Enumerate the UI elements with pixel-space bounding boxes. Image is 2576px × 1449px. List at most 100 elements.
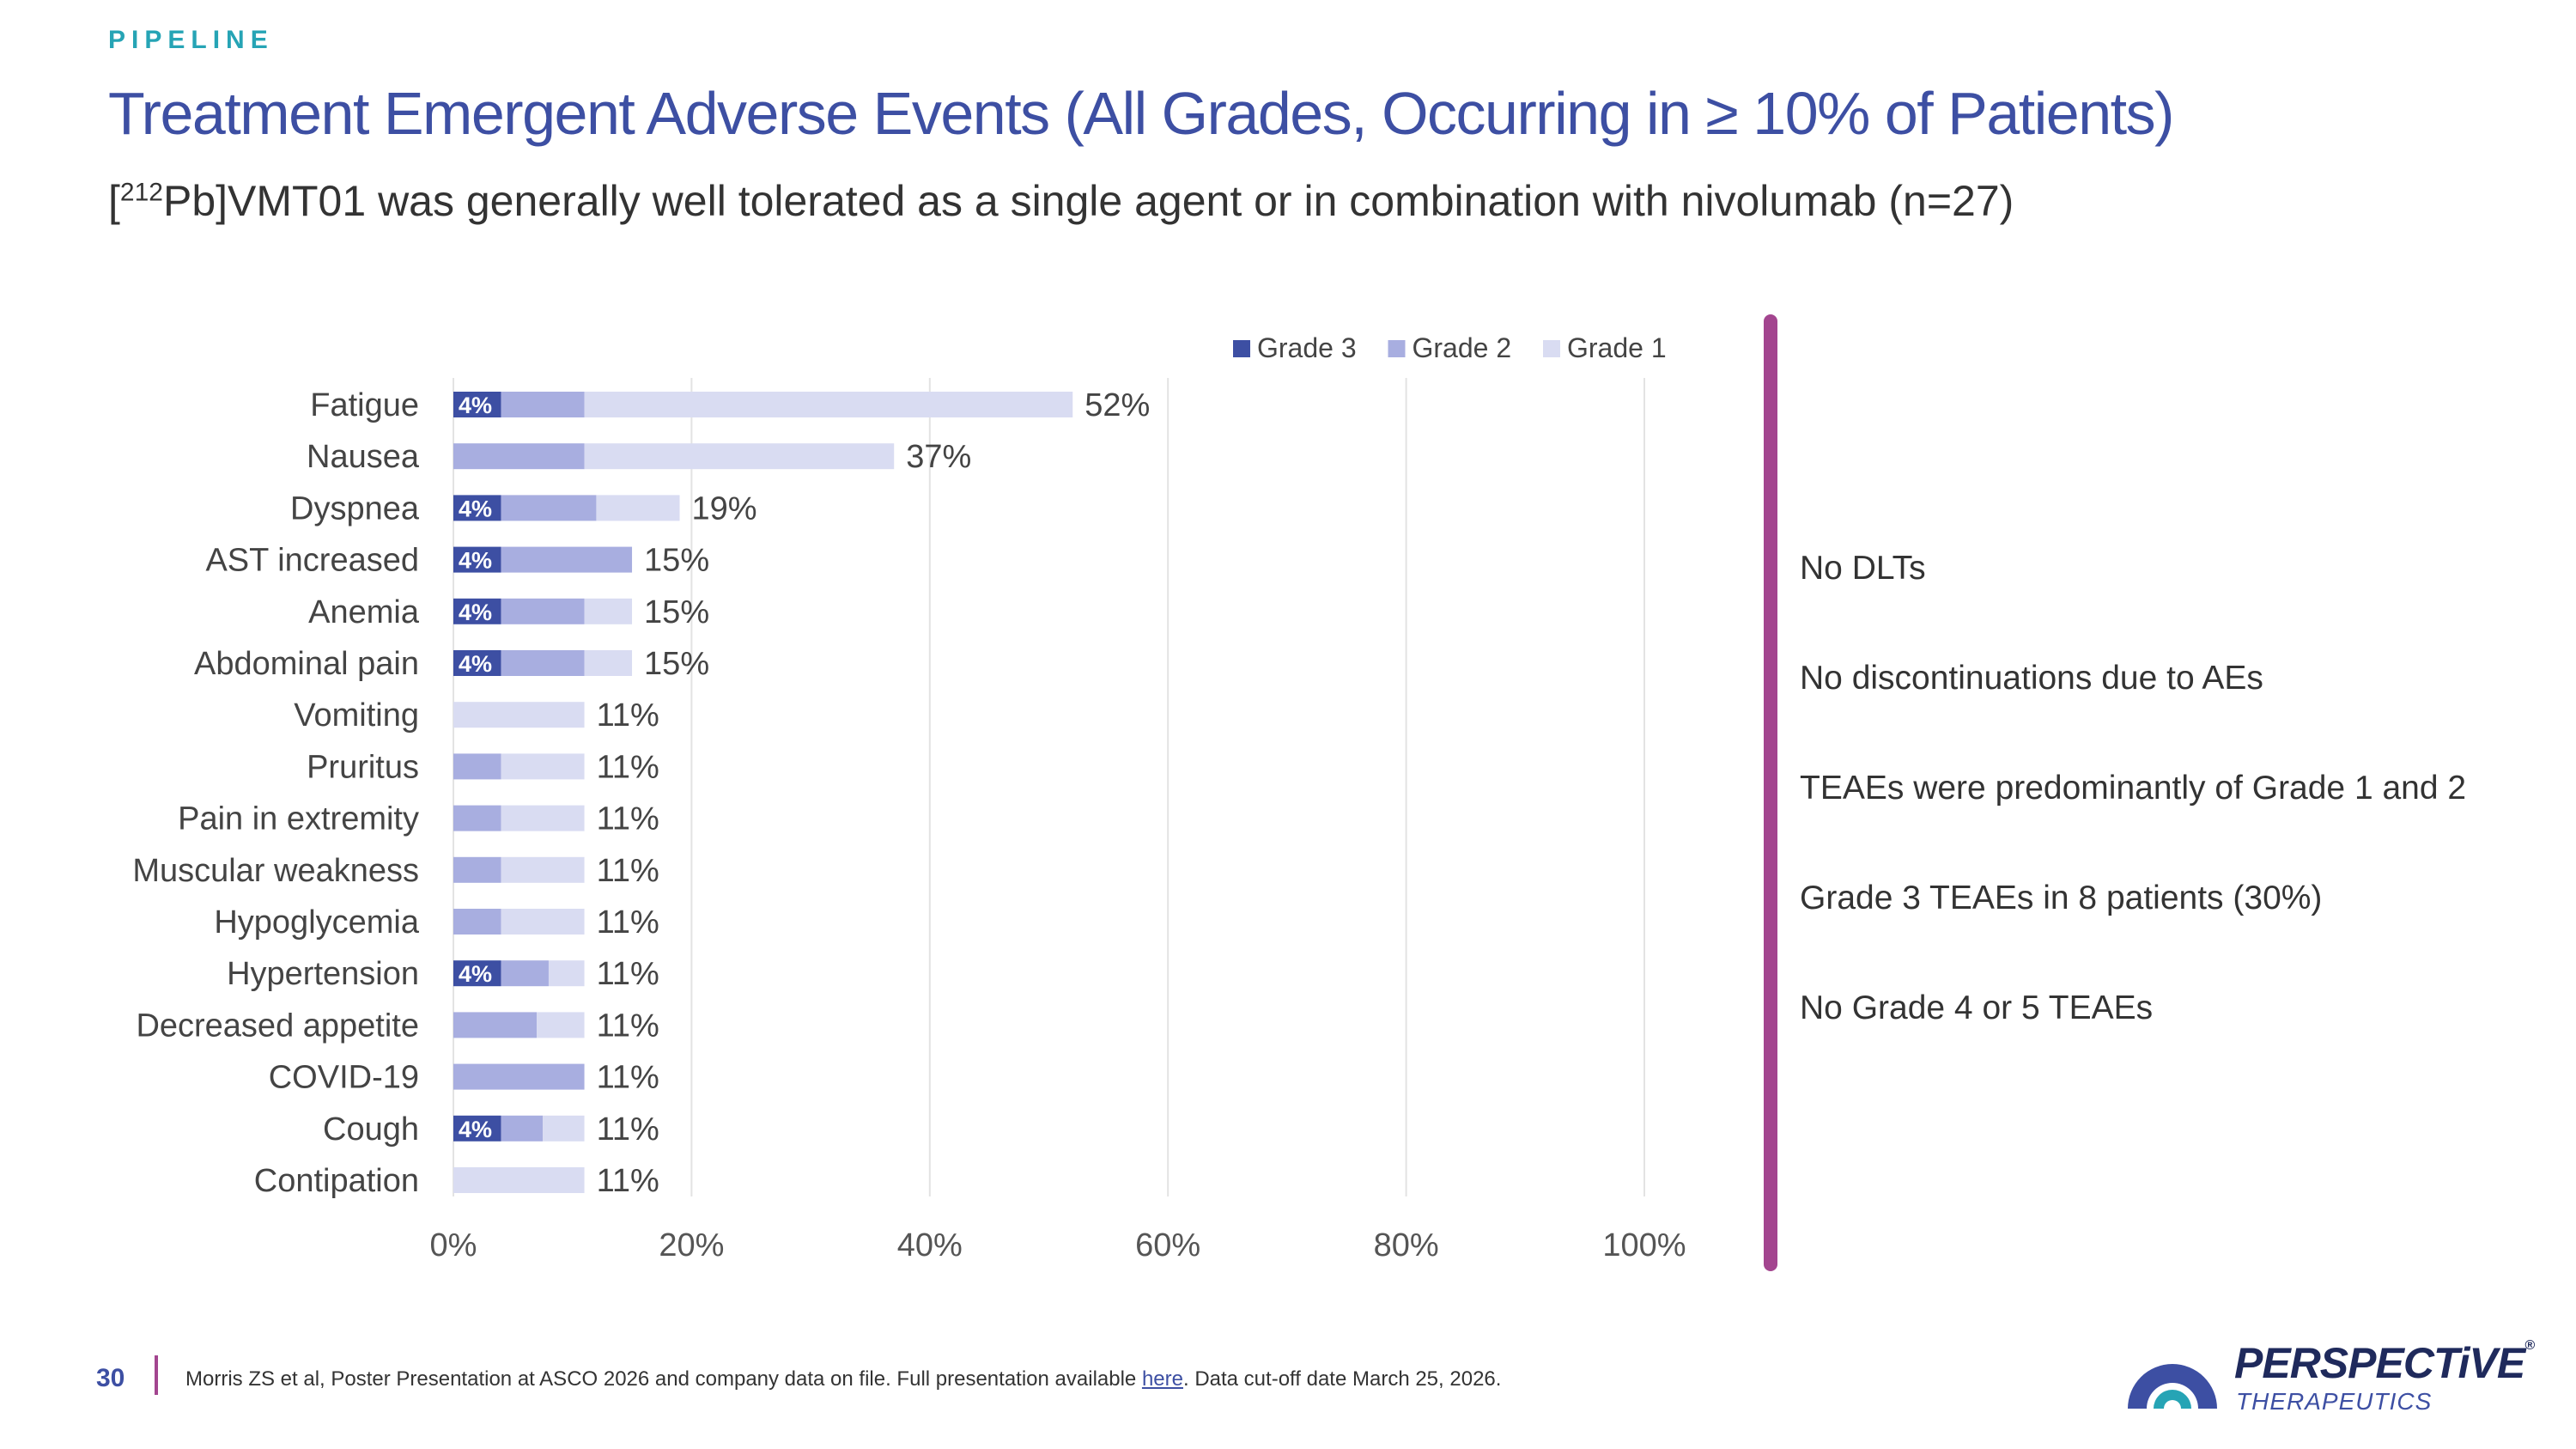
- bar-total-label: 11%: [597, 801, 659, 837]
- x-tick-label: 80%: [1374, 1227, 1439, 1263]
- bar-segment: [453, 753, 501, 780]
- category-label: Decreased appetite: [136, 1008, 419, 1044]
- legend-label: Grade 3: [1257, 332, 1357, 363]
- bar-segment: [501, 856, 585, 883]
- bar-segment-label: 4%: [459, 961, 492, 987]
- vertical-divider: [1764, 314, 1777, 1271]
- logo-registered: ®: [2524, 1338, 2535, 1353]
- bar-segment: [501, 598, 585, 624]
- bar-segment: [453, 960, 501, 987]
- category-label: Cough: [323, 1111, 419, 1148]
- bar-segment-label: 4%: [459, 496, 492, 521]
- bar-total-label: 11%: [597, 904, 659, 941]
- bar-total-label: 11%: [597, 749, 659, 785]
- bar-segment: [453, 1063, 585, 1090]
- bar-segment-label: 4%: [459, 548, 492, 574]
- bar-segment: [584, 598, 633, 624]
- legend-swatch: [1233, 340, 1250, 357]
- bar-total-label: 15%: [644, 646, 709, 682]
- bar-segment: [543, 1115, 585, 1142]
- bar-segment: [501, 960, 549, 987]
- x-tick-label: 60%: [1135, 1227, 1200, 1263]
- bar-segment-label: 4%: [459, 393, 492, 418]
- category-label: Nausea: [307, 439, 420, 475]
- bar-total-label: 11%: [597, 853, 659, 889]
- category-label: Hypoglycemia: [214, 904, 420, 941]
- adverse-events-chart: 0% 20% 40% 60% 80% 100% Grade 3 Grade 2 Grade 1 F…: [132, 332, 1686, 1263]
- logo-mark-icon: [2128, 1364, 2217, 1409]
- category-label: Anemia: [308, 594, 420, 630]
- legend-swatch: [1388, 340, 1406, 357]
- section-label: PIPELINE: [108, 26, 274, 54]
- bar-segment: [537, 1012, 585, 1038]
- finding-no-dlts: No DLTs: [1800, 550, 1926, 587]
- bar-segment: [501, 495, 597, 521]
- x-tick-label: 40%: [897, 1227, 963, 1263]
- category-label: Muscular weakness: [132, 853, 419, 889]
- bar-total-label: 11%: [597, 1060, 659, 1096]
- bar-segment: [501, 546, 633, 573]
- x-tick-label: 0%: [430, 1227, 477, 1263]
- bar-segment: [453, 702, 585, 728]
- logo-subtitle: THERAPEUTICS: [2236, 1388, 2433, 1415]
- bar-segment: [584, 392, 1073, 417]
- bar-segment: [501, 909, 585, 935]
- legend-label: Grade 2: [1413, 332, 1512, 363]
- bar-segment: [501, 753, 585, 780]
- subtitle-superscript: 212: [119, 178, 163, 207]
- bar-segment: [453, 650, 501, 676]
- category-label: Contipation: [254, 1163, 419, 1199]
- bar-segment: [584, 443, 895, 470]
- bar-segment: [453, 856, 501, 883]
- category-label: AST increased: [205, 543, 419, 579]
- subtitle-bracket: [: [108, 177, 120, 225]
- category-label: Hypertension: [227, 956, 419, 992]
- footer-link-here[interactable]: here: [1141, 1367, 1183, 1391]
- bar-segment: [453, 1115, 501, 1142]
- bar-total-label: 37%: [906, 439, 971, 475]
- bar-segment: [596, 495, 680, 521]
- category-label: Dyspnea: [290, 490, 420, 527]
- bar-segment: [453, 495, 501, 521]
- bar-segment: [453, 443, 585, 470]
- footer-text-post: . Data cut-off date March 25, 2026.: [1182, 1367, 1502, 1391]
- finding-no-discontinuations: No discontinuations due to AEs: [1800, 660, 2263, 697]
- x-tick-label: 20%: [659, 1227, 724, 1263]
- bar-total-label: 52%: [1084, 387, 1150, 423]
- bar-segment: [453, 909, 501, 935]
- logo-name: PERSPECTiVE: [2234, 1339, 2525, 1387]
- footer-citation: Morris ZS et al, Poster Presentation at …: [185, 1367, 1501, 1391]
- page-number: 30: [96, 1364, 125, 1392]
- category-label: Vomiting: [294, 697, 419, 734]
- bar-total-label: 11%: [597, 1111, 659, 1148]
- page-title: Treatment Emergent Adverse Events (All G…: [108, 80, 2174, 147]
- bar-segment: [453, 546, 501, 573]
- bar-segment: [501, 392, 585, 417]
- bar-segment-label: 4%: [459, 1117, 492, 1142]
- bar-segment: [453, 805, 501, 831]
- bar-total-label: 11%: [597, 956, 659, 992]
- footer-separator: [155, 1355, 158, 1395]
- bar-segment: [584, 650, 633, 676]
- bar-segment: [453, 1012, 538, 1038]
- legend-swatch: [1543, 340, 1560, 357]
- bar-total-label: 15%: [644, 543, 709, 579]
- footer-text-pre: Morris ZS et al, Poster Presentation at …: [185, 1367, 1142, 1391]
- bar-segment: [453, 598, 501, 624]
- company-logo: PERSPECTiVE® THERAPEUTICS: [2121, 1323, 2535, 1426]
- subtitle-text: Pb]VMT01 was generally well tolerated as…: [162, 177, 2014, 225]
- bar-segment: [453, 1167, 585, 1193]
- bar-total-label: 11%: [597, 1163, 659, 1199]
- bar-segment: [548, 960, 585, 987]
- bar-segment: [501, 1115, 544, 1142]
- subtitle: [212Pb]VMT01 was generally well tolerate…: [108, 176, 2014, 226]
- x-tick-label: 100%: [1602, 1227, 1686, 1263]
- bar-segment-label: 4%: [459, 600, 492, 625]
- finding-grade-3: Grade 3 TEAEs in 8 patients (30%): [1800, 880, 2323, 916]
- category-label: Abdominal pain: [194, 646, 419, 682]
- category-label: Pruritus: [307, 749, 419, 785]
- logo-wordmark: PERSPECTiVE®: [2234, 1338, 2535, 1388]
- bar-total-label: 19%: [692, 490, 757, 527]
- bar-segment-label: 4%: [459, 651, 492, 677]
- finding-no-grade-4-5: No Grade 4 or 5 TEAEs: [1800, 989, 2154, 1026]
